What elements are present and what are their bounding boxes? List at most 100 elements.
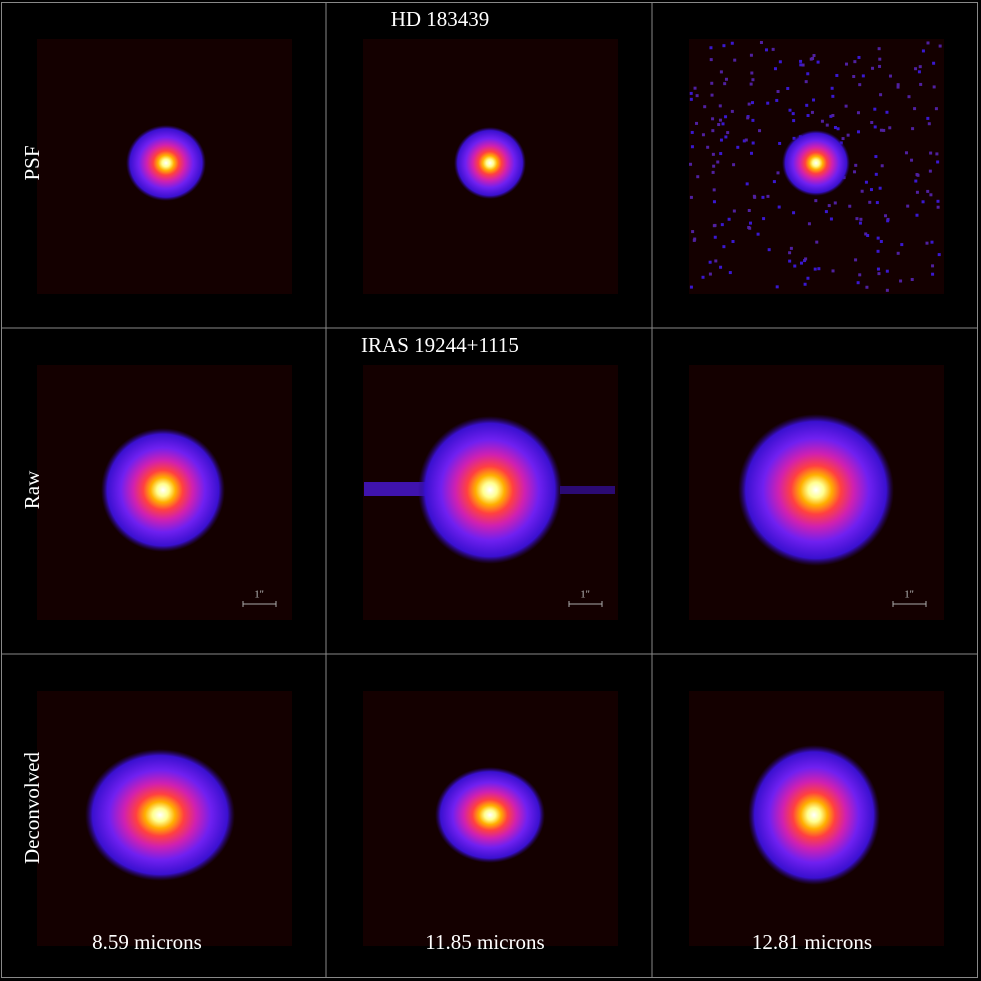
noise-pixel	[751, 118, 755, 122]
noise-pixel	[858, 221, 862, 225]
noise-pixel	[691, 230, 695, 234]
noise-pixel	[730, 109, 734, 113]
noise-pixel	[742, 139, 746, 143]
noise-pixel	[925, 241, 929, 245]
noise-pixel	[859, 217, 863, 221]
row-title: HD 183439	[391, 7, 490, 31]
source-image	[418, 416, 562, 564]
noise-pixel	[695, 94, 699, 98]
noise-pixel	[910, 158, 914, 162]
noise-pixel	[906, 204, 910, 208]
noise-pixel	[749, 221, 753, 225]
noise-pixel	[711, 170, 715, 174]
noise-pixel	[701, 275, 705, 279]
noise-pixel	[723, 82, 727, 86]
noise-pixel	[712, 188, 716, 192]
noise-pixel	[816, 60, 820, 64]
noise-pixel	[724, 77, 728, 81]
noise-pixel	[926, 116, 930, 120]
row-label: Raw	[20, 470, 44, 509]
noise-pixel	[689, 195, 693, 199]
noise-pixel	[800, 261, 804, 265]
noise-pixel	[713, 235, 717, 239]
noise-pixel	[777, 205, 781, 209]
noise-pixel	[733, 58, 737, 62]
noise-pixel	[917, 70, 921, 74]
noise-pixel	[806, 276, 810, 280]
noise-pixel	[888, 126, 892, 130]
noise-pixel	[815, 240, 819, 244]
noise-pixel	[708, 272, 712, 276]
noise-pixel	[841, 137, 845, 141]
scale-bar	[242, 601, 277, 607]
noise-pixel	[804, 257, 808, 261]
noise-pixel	[792, 211, 796, 215]
noise-pixel	[749, 151, 753, 155]
noise-pixel	[708, 260, 712, 264]
noise-pixel	[831, 113, 835, 117]
noise-pixel	[877, 47, 881, 51]
noise-pixel	[860, 189, 864, 193]
noise-pixel	[864, 180, 868, 184]
noise-pixel	[899, 279, 903, 283]
noise-pixel	[935, 152, 939, 156]
noise-pixel	[873, 107, 877, 111]
noise-pixel	[809, 57, 813, 61]
noise-pixel	[722, 245, 726, 249]
noise-pixel	[871, 66, 875, 70]
source-image	[454, 127, 526, 199]
noise-pixel	[824, 210, 828, 214]
noise-pixel	[882, 128, 886, 132]
noise-pixel	[873, 125, 877, 129]
noise-pixel	[886, 219, 890, 223]
noise-pixel	[803, 259, 807, 263]
noise-pixel	[766, 194, 770, 198]
noise-pixel	[710, 81, 714, 85]
noise-pixel	[927, 122, 931, 126]
source-image	[738, 414, 894, 566]
noise-pixel	[829, 217, 833, 221]
noise-pixel	[745, 182, 749, 186]
noise-pixel	[852, 75, 856, 79]
noise-pixel	[916, 173, 920, 177]
noise-pixel	[767, 248, 771, 252]
noise-pixel	[928, 169, 932, 173]
noise-pixel	[730, 41, 734, 45]
scale-bar	[892, 601, 927, 607]
noise-pixel	[759, 41, 763, 45]
noise-pixel	[717, 123, 721, 127]
noise-pixel	[856, 281, 860, 285]
row-label: PSF	[20, 145, 44, 180]
noise-pixel	[926, 41, 930, 45]
noise-pixel	[724, 115, 728, 119]
noise-pixel	[690, 145, 694, 149]
noise-pixel	[926, 189, 930, 193]
source-image	[85, 749, 235, 881]
noise-pixel	[929, 151, 933, 155]
noise-pixel	[721, 122, 725, 126]
noise-pixel	[801, 63, 805, 67]
noise-pixel	[857, 55, 861, 59]
noise-pixel	[864, 232, 868, 236]
noise-pixel	[690, 130, 694, 134]
noise-pixel	[692, 238, 696, 242]
noise-pixel	[875, 201, 879, 205]
noise-pixel	[728, 271, 732, 275]
noise-pixel	[749, 82, 753, 86]
noise-pixel	[689, 162, 693, 166]
noise-pixel	[833, 126, 837, 130]
noise-pixel	[689, 91, 693, 95]
noise-pixel	[896, 85, 900, 89]
noise-pixel	[766, 101, 770, 105]
noise-pixel	[904, 151, 908, 155]
noise-pixel	[703, 105, 707, 109]
noise-pixel	[830, 86, 834, 90]
noise-pixel	[844, 104, 848, 108]
noise-pixel	[788, 251, 792, 255]
noise-pixel	[775, 98, 779, 102]
noise-pixel	[856, 111, 860, 115]
noise-pixel	[896, 251, 900, 255]
noise-pixel	[771, 47, 775, 51]
noise-pixel	[876, 236, 880, 240]
